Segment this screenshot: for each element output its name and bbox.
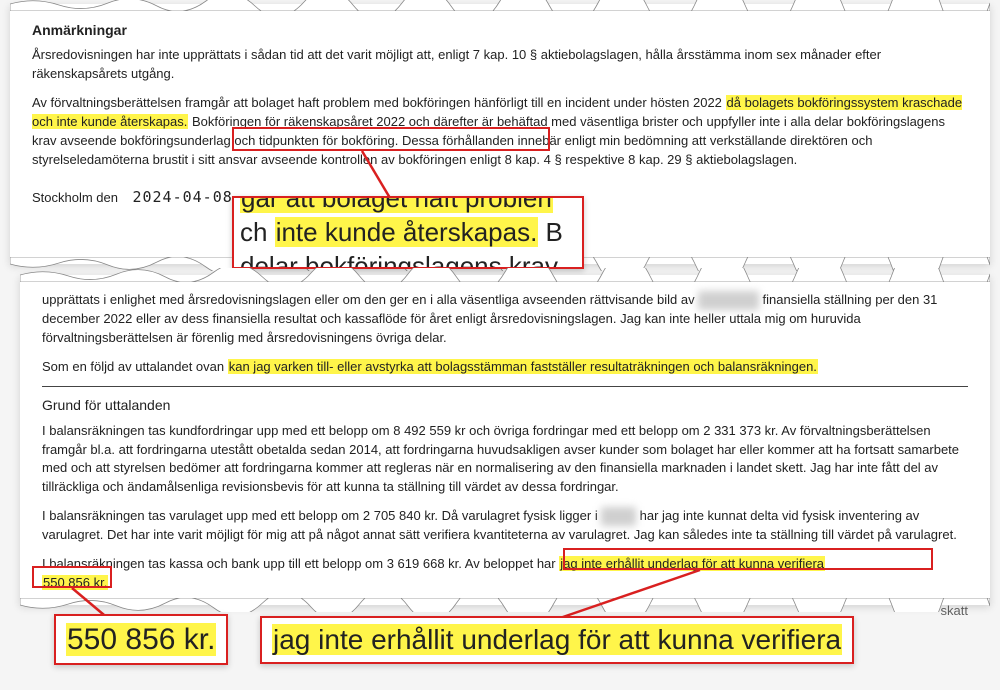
callout2-text: 550 856 kr. xyxy=(66,623,216,656)
doc1-paragraph-2: Av förvaltningsberättelsen framgår att b… xyxy=(32,94,968,169)
doc2-paragraph-1: upprättats i enlighet med årsredovisning… xyxy=(42,291,968,348)
doc2-paragraph-2: Som en följd av uttalandet ovan kan jag … xyxy=(42,358,968,377)
doc1-date: 2024-04-08 xyxy=(132,188,232,206)
doc2-p1-a: upprättats i enlighet med årsredovisning… xyxy=(42,292,698,307)
doc2-highlight-amount: 550 856 kr. xyxy=(42,575,108,590)
doc2-p1-redact: XXXXXXX xyxy=(698,291,759,310)
doc1-paragraph-1: Årsredovisningen har inte upprättats i s… xyxy=(32,46,968,84)
callout1-line2-hl: inte kunde återskapas. xyxy=(275,217,539,247)
callout1-line2-b: B xyxy=(538,217,563,247)
torn-edge-top-2 xyxy=(20,268,990,282)
doc2-p4-redact: XXXX xyxy=(601,507,636,526)
torn-edge-top xyxy=(10,0,990,11)
doc2-heading: Grund för uttalanden xyxy=(42,395,968,415)
callout-magnified-crash: går att bolaget haft problen ch inte kun… xyxy=(232,196,584,269)
callout-not-verified: jag inte erhållit underlag för att kunna… xyxy=(260,616,854,664)
callout1-line1: går att bolaget haft problen xyxy=(240,196,553,213)
document-snippet-bottom: upprättats i enlighet med årsredovisning… xyxy=(20,275,990,605)
doc2-paragraph-3: I balansräkningen tas kundfordringar upp… xyxy=(42,422,968,497)
doc2-p4-a: I balansräkningen tas varulaget upp med … xyxy=(42,508,601,523)
callout1-line3: delar bokföringslagens krav xyxy=(240,251,558,270)
doc2-p5-a: I balansräkningen tas kassa och bank upp… xyxy=(42,556,559,571)
doc1-heading: Anmärkningar xyxy=(32,20,968,40)
callout3-text: jag inte erhållit underlag för att kunna… xyxy=(272,624,842,655)
doc2-p2-a: Som en följd av uttalandet ovan xyxy=(42,359,228,374)
doc2-highlight-cannot-recommend: kan jag varken till- eller avstyrka att … xyxy=(228,359,818,374)
doc2-paragraph-5: I balansräkningen tas kassa och bank upp… xyxy=(42,555,968,593)
callout-amount: 550 856 kr. xyxy=(54,614,228,665)
doc2-paragraph-4: I balansräkningen tas varulaget upp med … xyxy=(42,507,968,545)
doc1-p2-text-a: Av förvaltningsberättelsen framgår att b… xyxy=(32,95,726,110)
doc1-place: Stockholm den xyxy=(32,190,118,205)
divider-line xyxy=(42,386,968,387)
doc2-highlight-not-verified: jag inte erhållit underlag för att kunna… xyxy=(559,556,825,571)
callout1-line2-a: ch xyxy=(240,217,275,247)
